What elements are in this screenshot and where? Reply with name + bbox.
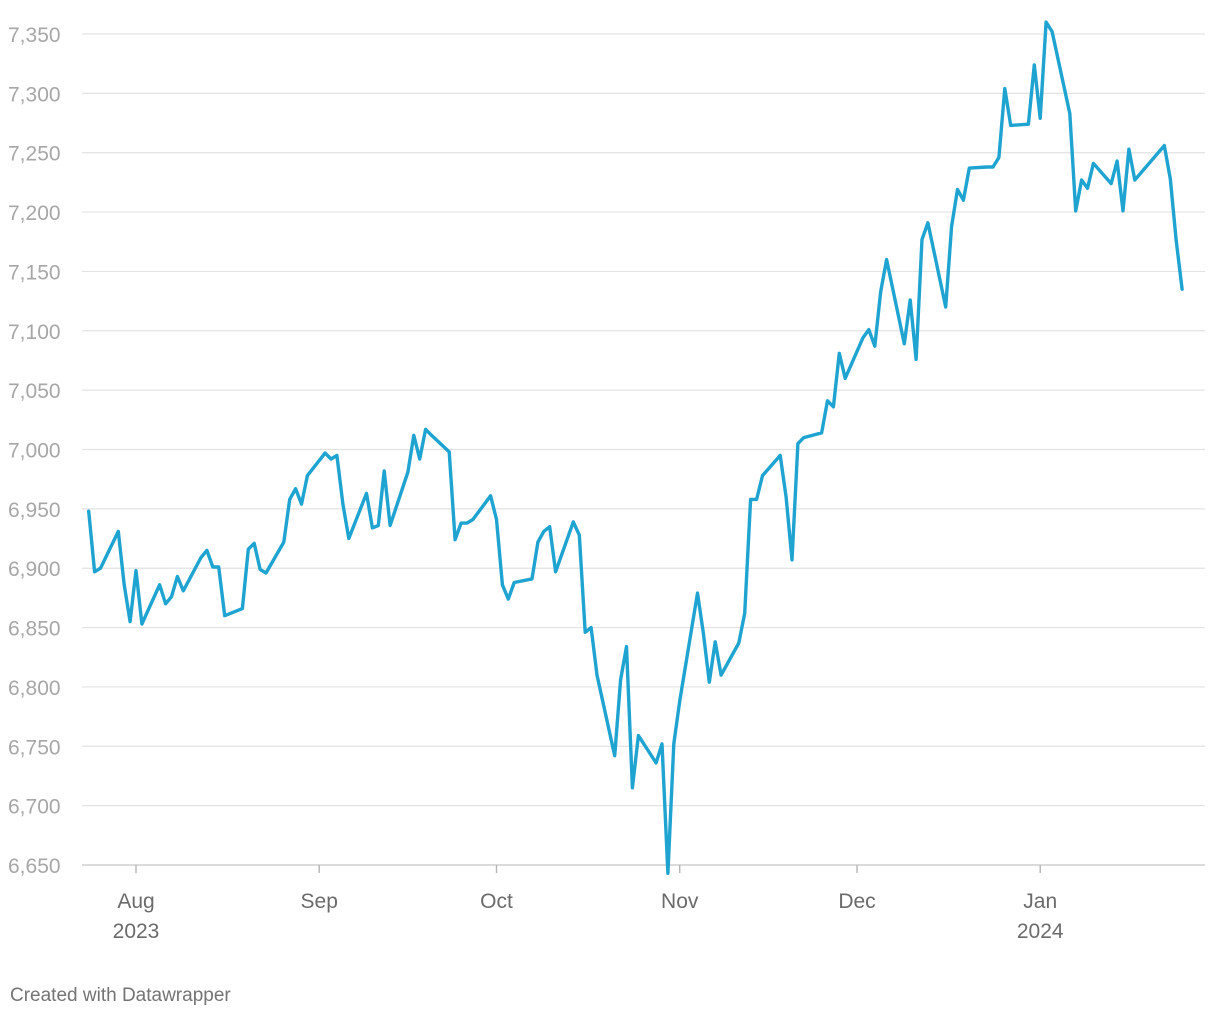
y-tick-label: 7,300 <box>8 83 61 106</box>
x-tick-label: Aug <box>117 890 154 913</box>
y-tick-label: 6,800 <box>8 677 61 700</box>
x-tick-sublabel: 2023 <box>113 920 160 943</box>
series-line <box>86 20 1184 875</box>
y-tick-label: 6,850 <box>8 618 61 641</box>
x-tick-label: Oct <box>480 890 513 913</box>
y-tick-label: 7,150 <box>8 261 61 284</box>
x-tick-label: Jan <box>1023 890 1057 913</box>
x-tick-label: Dec <box>838 890 875 913</box>
y-tick-label: 7,050 <box>8 380 61 403</box>
y-tick-label: 6,950 <box>8 499 61 522</box>
y-tick-label: 6,650 <box>8 855 61 878</box>
series-line-layer <box>86 20 1184 875</box>
y-tick-label: 7,250 <box>8 143 61 166</box>
x-tick-label: Sep <box>301 890 338 913</box>
line-chart: 6,650 6,700 6,750 6,800 6,850 6,900 6,950 7,000… <box>8 20 1205 943</box>
y-tick-label: 7,100 <box>8 321 61 344</box>
y-axis-tick-labels: 6,650 6,700 6,750 6,800 6,850 6,900 6,950 7,000… <box>8 24 61 878</box>
y-tick-label: 6,700 <box>8 796 61 819</box>
y-tick-label: 7,200 <box>8 202 61 225</box>
y-tick-label: 6,750 <box>8 736 61 759</box>
y-tick-label: 7,000 <box>8 440 61 463</box>
y-tick-label: 6,900 <box>8 558 61 581</box>
y-tick-label: 7,350 <box>8 24 61 47</box>
x-tick-sublabel: 2024 <box>1017 920 1064 943</box>
x-axis-tick-labels: Aug 2023 Sep Oct Nov Dec Jan 2024 <box>113 865 1064 943</box>
x-tick-label: Nov <box>661 890 699 913</box>
credit-text: Created with Datawrapper <box>10 985 231 1006</box>
